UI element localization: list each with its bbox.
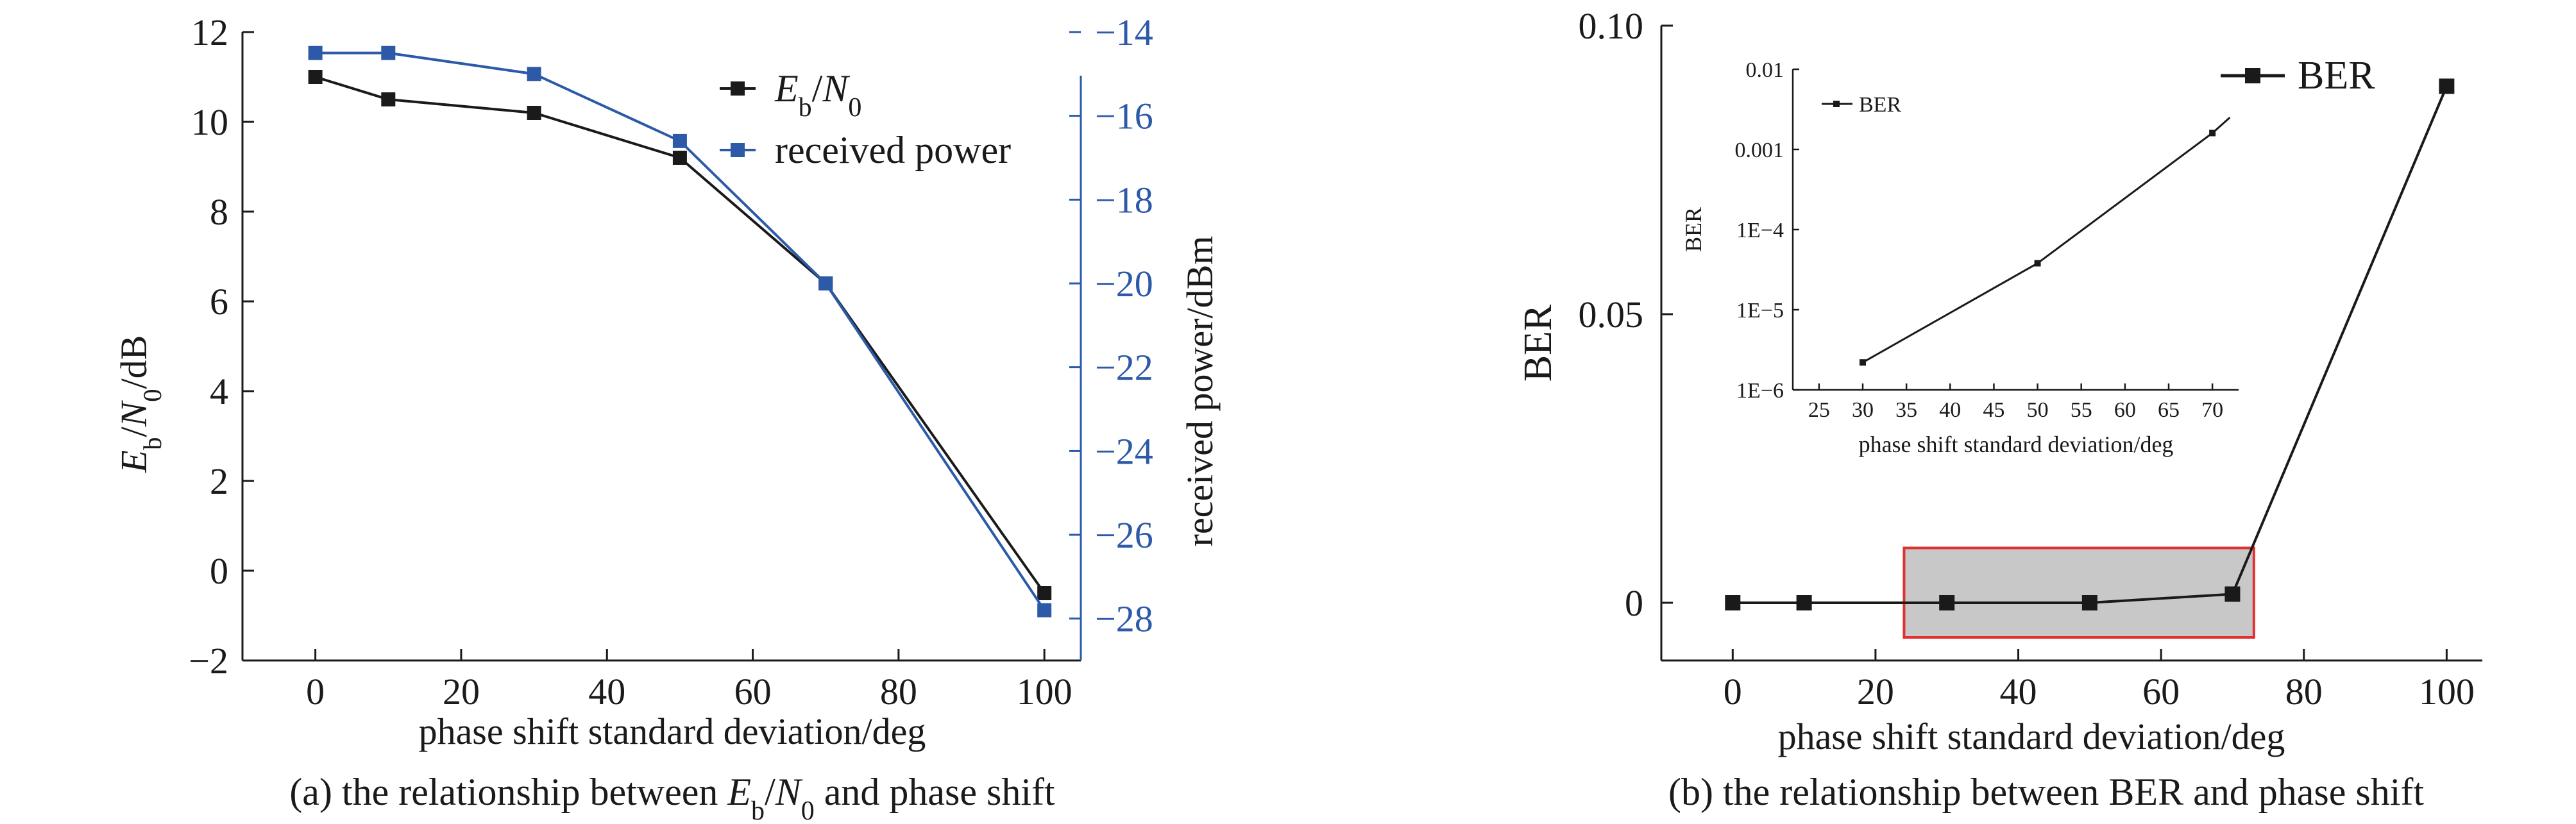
inset-x-tick-label: 30: [1852, 398, 1874, 422]
legend-label: BER: [2298, 54, 2375, 97]
x-tick-label: 60: [734, 671, 772, 712]
legend-marker: [731, 143, 745, 157]
y-axis-label-left: Eb/N0/dB: [113, 335, 167, 474]
inset-y-tick-label: 1E−6: [1736, 379, 1784, 403]
data-point: [1037, 586, 1052, 600]
y-tick-label-left: 8: [210, 191, 228, 233]
data-point: [2439, 78, 2455, 94]
legend-marker: [2245, 68, 2260, 83]
caption: (a) the relationship between Eb/N0 and p…: [289, 771, 1055, 824]
caption: (b) the relationship between BER and pha…: [1668, 771, 2424, 813]
y-tick-label-right: −18: [1095, 179, 1153, 221]
y-tick-label-left: 12: [191, 12, 228, 53]
y-tick-label-left: 6: [210, 281, 228, 323]
inset-series-line-0: [1862, 117, 2231, 364]
x-tick-label: 0: [1724, 671, 1742, 712]
inset-y-axis-label: BER: [1681, 207, 1706, 252]
legend-label: received power: [775, 129, 1011, 171]
inset-data-point: [2034, 260, 2041, 267]
data-point: [818, 276, 833, 290]
x-tick-label: 100: [1017, 671, 1072, 712]
data-point: [672, 151, 687, 165]
inset-y-tick-label: 0.001: [1735, 139, 1784, 162]
y-tick-label-left: 10: [191, 101, 228, 143]
x-axis-label: phase shift standard deviation/deg: [1778, 716, 2285, 757]
y-tick-label-left: 2: [210, 460, 228, 502]
y-tick-label: 0: [1625, 582, 1643, 624]
x-tick-label: 80: [2285, 671, 2323, 712]
y-tick-label-right: −20: [1095, 263, 1153, 305]
inset-legend-label: BER: [1859, 93, 1901, 117]
chart-panel-b: 0 20 40 60 80 100 0 0.05 0.10 BER BER phase shif…: [1516, 5, 2482, 813]
series-line-0: [1733, 85, 2448, 604]
inset-x-tick-label: 65: [2158, 398, 2180, 422]
y-axis-label: BER: [1516, 304, 1560, 382]
x-axis-label: phase shift standard deviation/deg: [419, 710, 926, 752]
data-point: [2224, 586, 2241, 602]
y-tick-label-left: 0: [210, 550, 228, 592]
data-point: [1037, 603, 1052, 618]
inset-x-tick-label: 50: [2027, 398, 2049, 422]
legend-a: Eb/N0 received power: [720, 67, 1011, 171]
data-point: [527, 106, 541, 120]
inset-legend-marker: [1833, 101, 1840, 107]
y-tick-label: 0.10: [1579, 5, 1644, 47]
y-tick-label-right: −24: [1095, 430, 1153, 472]
y-tick-label-right: −16: [1095, 96, 1153, 137]
legend-label: Eb/N0: [774, 67, 861, 122]
y-tick-label-left: −2: [189, 640, 228, 682]
data-point: [1939, 595, 1955, 610]
x-tick-label: 20: [1857, 671, 1894, 712]
data-point: [672, 133, 687, 148]
x-tick-label: 100: [2419, 671, 2475, 712]
series-line-1: [315, 51, 1046, 611]
x-tick-label: 20: [443, 671, 480, 712]
inset-y-tick-label: 1E−5: [1736, 299, 1784, 323]
y-tick-label-right: −26: [1095, 514, 1153, 556]
data-point: [308, 70, 323, 84]
inset-x-tick-label: 60: [2114, 398, 2136, 422]
y-axis-label-right: received power/dBm: [1179, 236, 1221, 547]
inset-x-tick-label: 25: [1808, 398, 1830, 422]
x-tick-label: 60: [2142, 671, 2180, 712]
x-tick-label: 80: [880, 671, 917, 712]
inset-x-tick-label: 35: [1895, 398, 1917, 422]
highlight-box: [1902, 546, 2255, 639]
x-tick-label: 0: [306, 671, 325, 712]
data-point: [308, 46, 323, 60]
data-point: [381, 92, 396, 106]
data-point: [1796, 595, 1812, 610]
legend-marker: [731, 81, 745, 96]
inset-x-tick-label: 40: [1939, 398, 1961, 422]
x-tick-label: 40: [2000, 671, 2037, 712]
inset-data-point: [1860, 359, 1867, 366]
y-tick-label-left: 4: [210, 371, 228, 412]
x-tick-label: 40: [588, 671, 625, 712]
data-point: [527, 67, 541, 81]
inset-y-tick-label: 0.01: [1746, 58, 1784, 82]
y-tick-label-right: −28: [1095, 598, 1153, 640]
y-tick-label-right: −22: [1095, 347, 1153, 389]
inset-chart: 25 30 35 40 45 50 55 60 65 70 1E−6 1E−5 1E−4 0.001 0.0…: [1681, 58, 2239, 457]
series-line-0: [315, 76, 1046, 594]
chart-panel-a: 0 20 40 60 80 100−2024681012−28−26−24−22−20−1…: [113, 12, 1221, 824]
data-point: [381, 46, 396, 60]
data-point: [2081, 595, 2097, 610]
data-point: [1725, 595, 1741, 610]
legend-b: BER: [2221, 54, 2375, 97]
inset-y-tick-label: 1E−4: [1736, 219, 1784, 242]
inset-x-axis-label: phase shift standard deviation/deg: [1859, 432, 2174, 457]
inset-x-tick-label: 55: [2071, 398, 2092, 422]
inset-x-tick-label: 45: [1983, 398, 2004, 422]
inset-x-tick-label: 70: [2201, 398, 2223, 422]
inset-data-point: [2209, 130, 2216, 137]
y-tick-label: 0.05: [1579, 294, 1644, 335]
y-tick-label-right: −14: [1095, 12, 1153, 53]
